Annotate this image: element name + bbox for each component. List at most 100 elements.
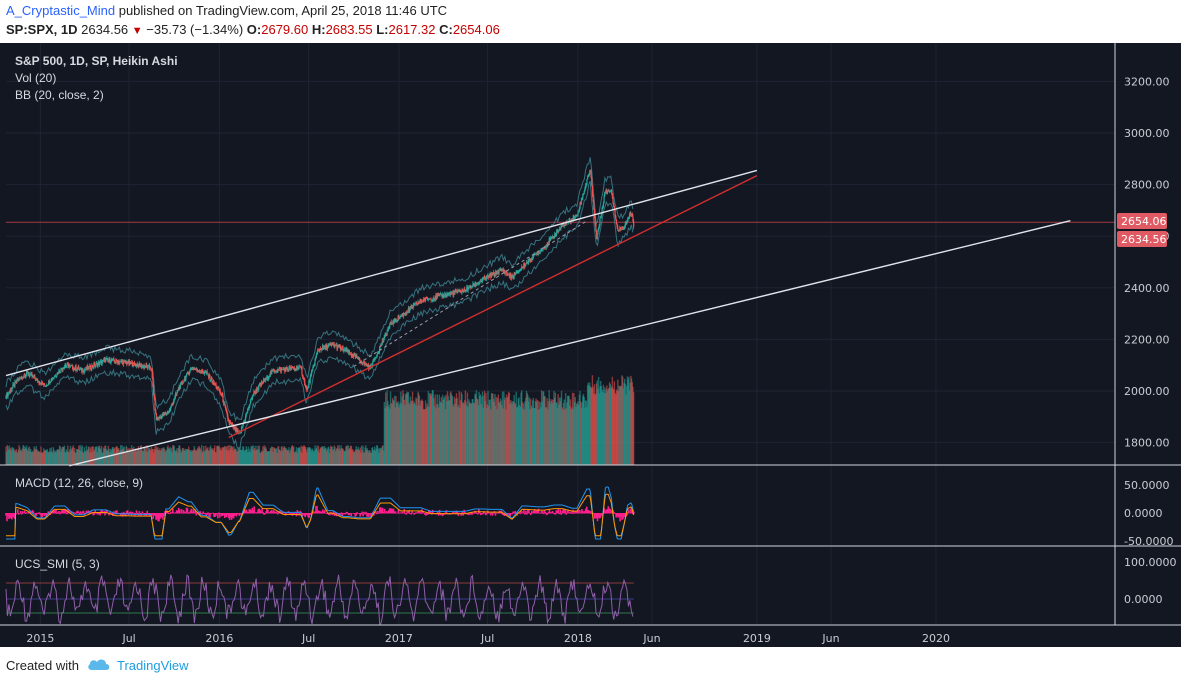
candle-body [472, 283, 474, 286]
candle-body [430, 298, 432, 301]
candle-body [378, 351, 380, 353]
candle-body [573, 216, 575, 220]
candle-body [376, 353, 379, 355]
candle-body [152, 377, 154, 386]
candle-body [128, 360, 130, 364]
candle-body [385, 334, 387, 336]
candle-body [135, 364, 138, 367]
candle-body [8, 392, 10, 394]
macd-histogram-bar [180, 509, 183, 514]
candle-body [38, 381, 40, 384]
candle-body [330, 344, 333, 346]
macd-histogram-bar [271, 509, 273, 514]
macd-histogram-bar [305, 513, 307, 515]
candle-body [534, 253, 536, 255]
macd-histogram-bar [626, 513, 628, 516]
macd-histogram-bar [214, 513, 216, 518]
macd-histogram-bar [51, 512, 53, 514]
macd-tick-label: 50.0000 [1124, 479, 1170, 492]
macd-histogram-bar [331, 513, 334, 516]
macd-histogram-bar [132, 512, 135, 514]
macd-histogram-bar [256, 512, 258, 514]
chart-area[interactable]: 3200.003000.002800.002600.002400.002200.… [0, 43, 1181, 647]
macd-histogram-bar [274, 511, 277, 514]
candle-body [235, 428, 237, 431]
candle-body [496, 272, 498, 275]
candle-body [517, 271, 519, 273]
macd-histogram-bar [223, 513, 226, 518]
candle-body [442, 294, 445, 298]
candle-body [600, 214, 602, 217]
candle-body [47, 380, 50, 385]
macd-histogram-bar [519, 513, 521, 515]
macd-histogram-bar [65, 509, 67, 514]
macd-histogram-bar [349, 513, 352, 514]
macd-histogram-bar [259, 509, 261, 514]
y-tick-label: 3000.00 [1124, 127, 1170, 140]
macd-histogram-bar [95, 512, 98, 514]
candle-body [537, 251, 539, 256]
macd-histogram-bar [376, 513, 378, 515]
candle-body [541, 249, 543, 252]
macd-histogram-bar [631, 510, 633, 514]
macd-histogram-bar [187, 513, 190, 514]
candle-body [302, 376, 304, 380]
candle-body [356, 357, 359, 359]
candle-body [562, 223, 564, 226]
macd-histogram-bar [281, 511, 284, 514]
macd-histogram-bar [373, 513, 375, 516]
candle-body [284, 368, 286, 372]
candle-body [50, 378, 52, 382]
candle-body [457, 289, 460, 291]
candle-body [51, 378, 53, 380]
macd-histogram-bar [98, 513, 100, 515]
candle-body [36, 378, 39, 382]
candle-body [175, 393, 177, 395]
macd-histogram-bar [246, 511, 249, 514]
candle-body [560, 227, 562, 229]
macd-histogram-bar [168, 513, 170, 515]
macd-histogram-bar [563, 510, 565, 514]
candle-body [483, 276, 485, 279]
candle-body [545, 244, 548, 248]
macd-histogram-bar [469, 513, 471, 515]
macd-histogram-bar [56, 513, 58, 514]
candle-body [30, 373, 33, 375]
candle-body [40, 383, 42, 385]
candle-body [142, 365, 144, 367]
macd-histogram-bar [59, 513, 61, 515]
candle-body [593, 201, 595, 209]
candle-body [407, 311, 409, 313]
author-link[interactable]: A_Cryptastic_Mind [6, 3, 116, 18]
candle-body [285, 367, 287, 369]
candle-body [211, 378, 213, 383]
candle-body [479, 281, 481, 283]
macd-histogram-bar [219, 513, 221, 518]
macd-histogram-bar [122, 511, 125, 514]
candle-body [200, 371, 202, 373]
macd-histogram-bar [178, 509, 181, 514]
last-price-tag-text: 2634.56 [1121, 233, 1167, 246]
candle-body [463, 288, 465, 291]
x-tick-label: Jul [480, 632, 494, 645]
macd-histogram-bar [485, 513, 488, 515]
candle-body [139, 363, 141, 365]
candle-body [557, 231, 559, 233]
candle-body [383, 335, 385, 339]
macd-histogram-bar [420, 513, 422, 514]
candle-body [15, 381, 17, 383]
tradingview-link[interactable]: TradingView [116, 658, 189, 673]
candle-body [540, 249, 542, 251]
candle-body [193, 368, 195, 370]
candle-body [594, 217, 596, 224]
macd-histogram-bar [407, 511, 410, 514]
macd-histogram-bar [605, 509, 608, 514]
candle-body [137, 364, 139, 367]
candle-body [345, 349, 348, 352]
macd-histogram-bar [490, 511, 493, 514]
macd-histogram-bar [35, 513, 38, 516]
candle-body [199, 371, 201, 373]
candle-body [277, 369, 279, 372]
macd-histogram-bar [505, 513, 508, 517]
candle-body [225, 409, 228, 412]
